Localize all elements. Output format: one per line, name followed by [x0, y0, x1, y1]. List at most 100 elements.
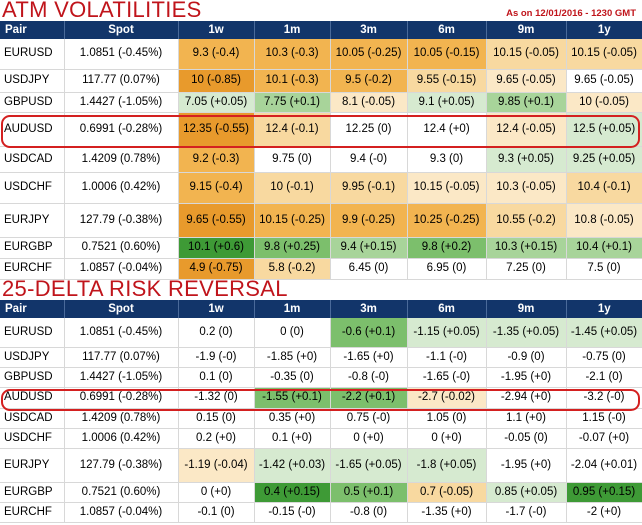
cell-value: 10.15 (-0.05) [571, 47, 637, 60]
col-header-1y: 1y [565, 300, 642, 318]
cell-value: 0.1 (0) [199, 370, 233, 383]
tenor-cell-9m: -2.94 (+0) [486, 387, 567, 409]
table-row-gbpusd: GBPUSD 1.4427 (-1.05%) 7.05 (+0.05) 7.75 (+… [0, 92, 642, 113]
tenor-cell-1m: 5.8 (-0.2) [254, 258, 331, 280]
cell-value: 4.9 (-0.75) [189, 262, 243, 274]
tenor-cell-1y: -0.07 (+0) [566, 428, 642, 449]
tenor-cell-1m: -0.35 (0) [254, 367, 331, 388]
cell-value: 10.1 (+0.6) [188, 241, 244, 253]
rr-section-title: 25-DELTA RISK REVERSAL [2, 276, 288, 301]
spot-cell: 1.4427 (-1.05%) [64, 92, 179, 113]
tenor-cell-6m: -1.1 (-0) [407, 347, 487, 368]
col-header-1m: 1m [253, 300, 330, 318]
cell-value: 10.4 (+0.1) [576, 241, 632, 253]
tenor-cell-6m: 10.15 (-0.05) [407, 172, 487, 204]
tenor-cell-1y: 9.65 (-0.05) [566, 69, 642, 93]
tenor-cell-6m: 10.05 (-0.15) [407, 39, 487, 70]
tenor-cell-1w: 0.15 (0) [178, 408, 255, 429]
risk-reversal-section: 25-DELTA RISK REVERSAL Pair Spot 1w 1m 3… [0, 276, 642, 523]
tenor-cell-1w: -1.32 (0) [178, 387, 255, 409]
spot-cell: 1.0857 (-0.04%) [64, 502, 179, 523]
col-header-6m: 6m [406, 300, 486, 318]
tenor-cell-1w: 9.65 (-0.55) [178, 203, 255, 238]
cell-value: -1.32 (0) [194, 391, 238, 403]
table-row-eurusd: EURUSD 1.0851 (-0.45%) 0.2 (0) 0 (0) -0.6 (+… [0, 318, 642, 348]
spot-cell: 1.0006 (0.42%) [64, 172, 179, 204]
cell-value: 0 (+0) [200, 485, 232, 498]
cell-value: -1.95 (+0) [500, 458, 552, 471]
cell-value: 9.4 (+0.15) [340, 241, 397, 253]
table-row-eurjpy: EURJPY 127.79 (-0.38%) 9.65 (-0.55) 10.15 (… [0, 203, 642, 238]
tenor-cell-1y: 9.25 (+0.05) [566, 146, 642, 173]
tenor-cell-3m: 9.4 (-0) [330, 146, 408, 173]
spot-cell: 127.79 (-0.38%) [64, 448, 179, 483]
table-row-eurgbp: EURGBP 0.7521 (0.60%) 0 (+0) 0.4 (+0.15) 0.5… [0, 482, 642, 503]
cell-value: -1.7 (-0) [505, 505, 547, 518]
spot-cell: 1.4209 (0.78%) [64, 146, 179, 173]
col-header-3m: 3m [329, 21, 407, 39]
pair-cell: USDJPY [0, 347, 65, 368]
table-row-usdcad: USDCAD 1.4209 (0.78%) 9.2 (-0.3) 9.75 (0) 9.… [0, 146, 642, 173]
cell-value: -2.94 (+0) [500, 391, 552, 403]
pair-cell: GBPUSD [0, 92, 65, 113]
tenor-cell-1y: -3.2 (-0) [566, 387, 642, 409]
tenor-cell-1w: -1.19 (-0.04) [178, 448, 255, 483]
col-header-9m: 9m [485, 21, 566, 39]
cell-value: 5.8 (-0.2) [268, 262, 316, 274]
tenor-cell-3m: -1.65 (+0) [330, 347, 408, 368]
cell-value: -0.75 (0) [582, 350, 626, 363]
rr-header-row: Pair Spot 1w 1m 3m 6m 9m 1y [0, 300, 642, 318]
tenor-cell-9m: -1.35 (+0.05) [486, 318, 567, 348]
pair-cell: USDCHF [0, 428, 65, 449]
tenor-cell-1y: 7.5 (0) [566, 258, 642, 280]
tenor-cell-1y: -1.45 (+0.05) [566, 318, 642, 348]
cell-value: 0.2 (0) [199, 325, 233, 338]
pair-cell: EURCHF [0, 258, 65, 280]
tenor-cell-1y: -0.75 (0) [566, 347, 642, 368]
cell-value: 12.4 (-0.05) [496, 122, 556, 135]
tenor-cell-6m: -1.15 (+0.05) [407, 318, 487, 348]
tenor-cell-9m: 9.65 (-0.05) [486, 69, 567, 93]
spot-cell: 1.4209 (0.78%) [64, 408, 179, 429]
tenor-cell-9m: 10.3 (-0.05) [486, 172, 567, 204]
tenor-cell-1m: 7.75 (+0.1) [254, 92, 331, 113]
pair-cell: AUDUSD [0, 387, 65, 409]
pair-cell: USDCHF [0, 172, 65, 204]
cell-value: -2.2 (+0.1) [341, 391, 396, 403]
cell-value: 10.1 (-0.3) [265, 74, 319, 86]
table-row-eurchf: EURCHF 1.0857 (-0.04%) 4.9 (-0.75) 5.8 (-0.… [0, 258, 642, 280]
cell-value: -0.07 (+0) [578, 431, 630, 444]
cell-value: 0.35 (+0) [268, 411, 316, 424]
cell-value: 9.5 (-0.2) [345, 74, 392, 86]
tenor-cell-6m: 0.7 (-0.05) [407, 482, 487, 503]
cell-value: 10.55 (-0.2) [496, 213, 556, 226]
tenor-cell-6m: 12.4 (+0) [407, 112, 487, 147]
tenor-cell-1m: 0.4 (+0.15) [254, 482, 331, 503]
spot-cell: 0.6991 (-0.28%) [64, 387, 179, 409]
cell-value: 0 (+0) [353, 431, 384, 444]
tenor-cell-6m: 6.95 (0) [407, 258, 487, 280]
tenor-cell-1m: 0.1 (+0) [254, 428, 331, 449]
table-row-usdjpy: USDJPY 117.77 (0.07%) -1.9 (-0) -1.85 (+0) -… [0, 347, 642, 368]
tenor-cell-1w: 9.15 (-0.4) [178, 172, 255, 204]
pair-cell: USDJPY [0, 69, 65, 93]
cell-value: -0.8 (0) [349, 505, 388, 518]
cell-value: -1.9 (-0) [195, 350, 237, 363]
cell-value: 0.2 (+0) [196, 431, 236, 444]
cell-value: 7.75 (+0.1) [264, 95, 320, 108]
cell-value: -0.05 (0) [504, 431, 548, 444]
tenor-cell-1m: 12.4 (-0.1) [254, 112, 331, 147]
tenor-cell-3m: 0 (+0) [330, 428, 408, 449]
cell-value: 10.15 (-0.05) [493, 47, 559, 60]
risk-reversal-table: Pair Spot 1w 1m 3m 6m 9m 1y EURUSD 1.0851… [0, 300, 642, 523]
cell-value: 0.95 (+0.15) [572, 485, 636, 498]
cell-value: -3.2 (-0) [583, 391, 625, 403]
cell-value: 10.3 (-0.3) [265, 47, 319, 60]
col-header-1w: 1w [177, 300, 254, 318]
table-row-eurgbp: EURGBP 0.7521 (0.60%) 10.1 (+0.6) 9.8 (+0.2… [0, 237, 642, 259]
tenor-cell-6m: 9.3 (0) [407, 146, 487, 173]
pair-cell: EURUSD [0, 318, 65, 348]
tenor-cell-1w: 0 (+0) [178, 482, 255, 503]
tenor-cell-3m: 12.25 (0) [330, 112, 408, 147]
cell-value: -1.45 (+0.05) [570, 325, 638, 338]
